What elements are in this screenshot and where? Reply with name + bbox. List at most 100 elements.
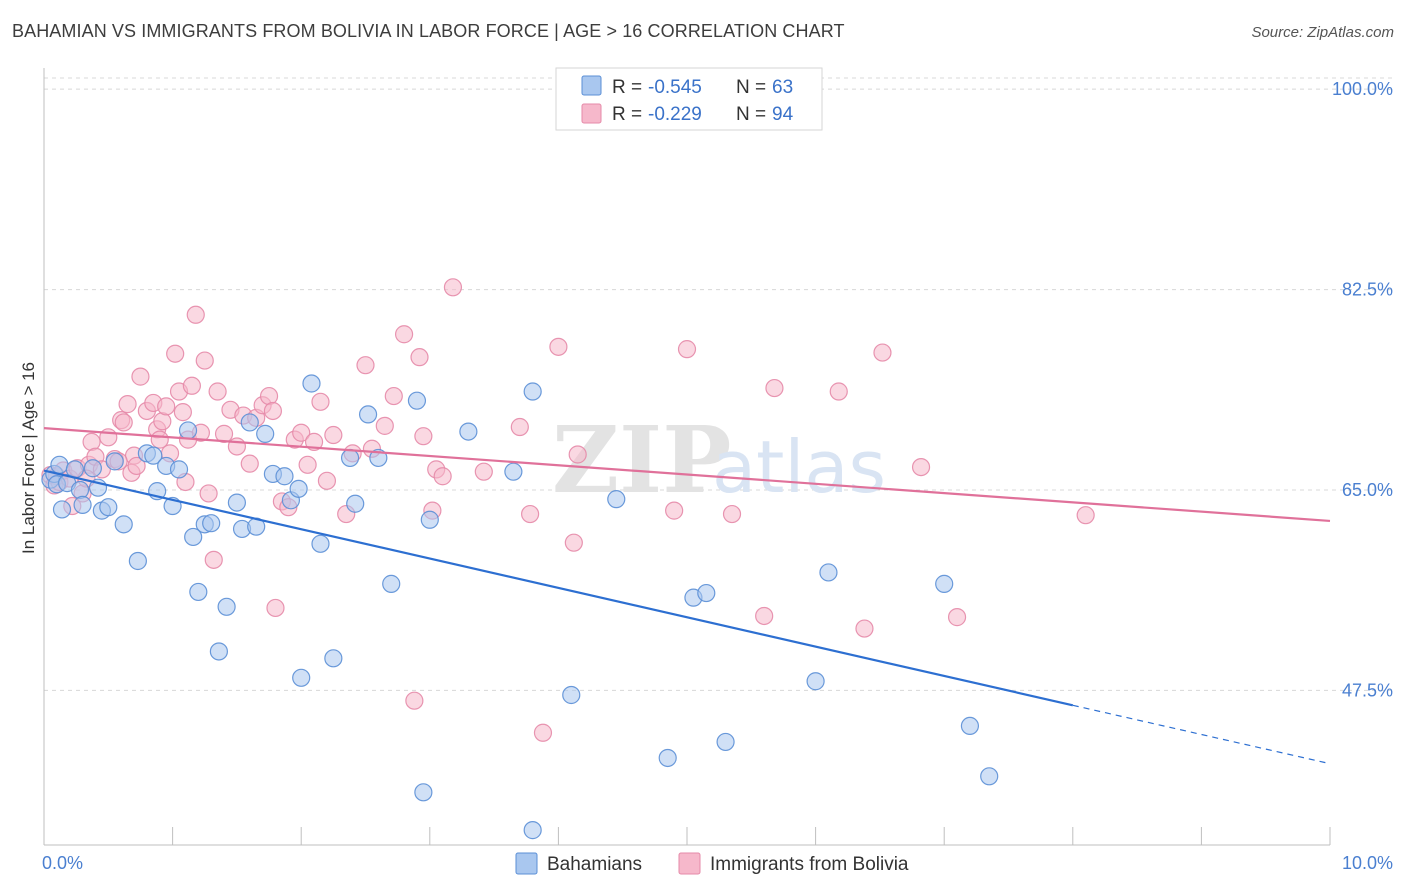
legend-swatch-blue xyxy=(581,75,602,96)
bolivia-point-76 xyxy=(564,533,583,552)
bahamian-point-33 xyxy=(256,424,275,443)
bolivia-point-15 xyxy=(114,413,133,432)
bahamian-point-44 xyxy=(358,405,378,424)
bolivia-point-56 xyxy=(324,425,343,445)
bolivia-point-79 xyxy=(677,340,697,359)
gridlines xyxy=(44,77,1394,691)
bolivia-point-31 xyxy=(182,376,201,395)
bahamian-point-28 xyxy=(217,597,236,616)
bahamian-point-7 xyxy=(70,480,90,500)
bolivia-point-86 xyxy=(911,457,931,477)
bolivia-point-80 xyxy=(722,504,742,524)
bahamian-point-40 xyxy=(311,534,330,553)
bahamian-point-46 xyxy=(382,574,401,593)
bahamian-point-43 xyxy=(346,494,365,513)
bahamian-trend-line xyxy=(43,469,1074,707)
bolivia-point-66 xyxy=(414,427,433,446)
bolivia-point-72 xyxy=(510,417,529,437)
bolivia-point-9 xyxy=(82,432,101,451)
x-tick-label-0: 0.0% xyxy=(42,853,83,873)
bolivia-point-52 xyxy=(298,455,317,474)
bahamian-point-22 xyxy=(178,421,198,440)
bolivia-point-53 xyxy=(304,432,324,451)
y-tick-label-0: 47.5% xyxy=(1342,680,1393,700)
bolivia-point-70 xyxy=(443,278,463,297)
bolivia-point-84 xyxy=(855,619,874,638)
bahamian-point-61 xyxy=(819,563,838,582)
bahamian-trend-extension xyxy=(1072,704,1331,765)
bolivia-point-92 xyxy=(150,430,169,449)
bahamian-point-26 xyxy=(202,514,221,533)
bolivia-point-59 xyxy=(356,356,375,375)
bolivia-trend-line xyxy=(43,427,1331,523)
bahamian-point-13 xyxy=(105,452,124,471)
bottom-legend: Bahamians Immigrants from Bolivia xyxy=(515,852,909,875)
bahamian-point-24 xyxy=(189,582,208,602)
bolivia-point-38 xyxy=(214,424,234,443)
bolivia-point-35 xyxy=(199,484,218,503)
bahamian-point-9 xyxy=(83,459,102,478)
bahamian-point-35 xyxy=(275,467,294,486)
source-label: Source: ZipAtlas.com xyxy=(1251,24,1394,41)
bahamian-point-39 xyxy=(302,374,321,393)
bahamian-point-53 xyxy=(523,821,542,840)
bottom-legend-bahamians: Bahamians xyxy=(547,854,642,875)
bolivia-point-51 xyxy=(292,423,311,442)
bolivia-point-82 xyxy=(765,378,784,398)
bolivia-point-20 xyxy=(131,367,150,386)
legend-n-value-0: 63 xyxy=(772,77,793,98)
bolivia-point-62 xyxy=(384,386,403,406)
bottom-legend-bolivia: Immigrants from Bolivia xyxy=(710,854,909,875)
bolivia-point-61 xyxy=(375,416,394,435)
bolivia-point-45 xyxy=(259,386,279,406)
y-tick-label-1: 65.0% xyxy=(1342,480,1393,500)
bahamian-point-63 xyxy=(960,716,980,736)
y-axis-label: In Labor Force | Age > 16 xyxy=(19,362,38,554)
bolivia-point-83 xyxy=(829,382,848,401)
bahamian-point-21 xyxy=(169,460,189,479)
bahamian-point-15 xyxy=(128,551,147,571)
legend-n-label-0: N = xyxy=(736,77,766,98)
y-tick-labels: 47.5% 65.0% 82.5% 100.0% xyxy=(1332,79,1393,700)
bolivia-point-47 xyxy=(266,598,285,618)
bahamian-point-3 xyxy=(50,455,69,474)
legend-n-label-1: N = xyxy=(736,104,766,125)
y-tick-label-3: 100.0% xyxy=(1332,79,1393,99)
watermark-atlas: atlas xyxy=(712,425,886,509)
bahamian-point-48 xyxy=(414,783,433,802)
bolivia-point-46 xyxy=(263,401,283,421)
bahamian-point-55 xyxy=(607,490,626,509)
bolivia-point-34 xyxy=(195,351,214,370)
bolivia-point-78 xyxy=(665,501,684,520)
bahamian-point-56 xyxy=(658,748,677,768)
legend-box: R = -0.545 N = 63 R = -0.229 N = 94 xyxy=(555,67,823,131)
legend-r-value-1: -0.229 xyxy=(648,104,702,125)
bahamian-point-37 xyxy=(289,479,308,498)
y-tick-label-2: 82.5% xyxy=(1342,280,1393,300)
bolivia-point-29 xyxy=(173,403,192,422)
bahamian-point-31 xyxy=(240,413,259,432)
bahamian-point-38 xyxy=(292,668,311,687)
bolivia-point-88 xyxy=(1076,506,1095,525)
axes xyxy=(43,68,1331,846)
bahamian-point-23 xyxy=(184,527,203,547)
legend-n-value-1: 94 xyxy=(772,104,794,125)
legend-r-label-1: R = xyxy=(612,104,642,125)
bolivia-point-63 xyxy=(394,325,414,344)
bolivia-point-73 xyxy=(521,504,540,524)
bahamian-point-12 xyxy=(99,498,118,517)
bahamian-point-8 xyxy=(73,495,92,514)
legend-r-label-0: R = xyxy=(612,77,642,98)
bolivia-point-37 xyxy=(208,382,227,401)
bolivia-point-27 xyxy=(166,344,185,363)
bolivia-point-55 xyxy=(317,471,337,490)
bolivia-point-36 xyxy=(204,550,223,569)
bolivia-point-19 xyxy=(127,456,146,476)
bolivia-point-54 xyxy=(311,392,330,411)
bahamian-point-49 xyxy=(420,510,439,529)
bolivia-point-16 xyxy=(118,395,137,414)
bahamian-point-17 xyxy=(144,446,163,465)
bahamian-point-62 xyxy=(935,574,954,593)
bottom-legend-swatch-blue xyxy=(515,852,538,875)
